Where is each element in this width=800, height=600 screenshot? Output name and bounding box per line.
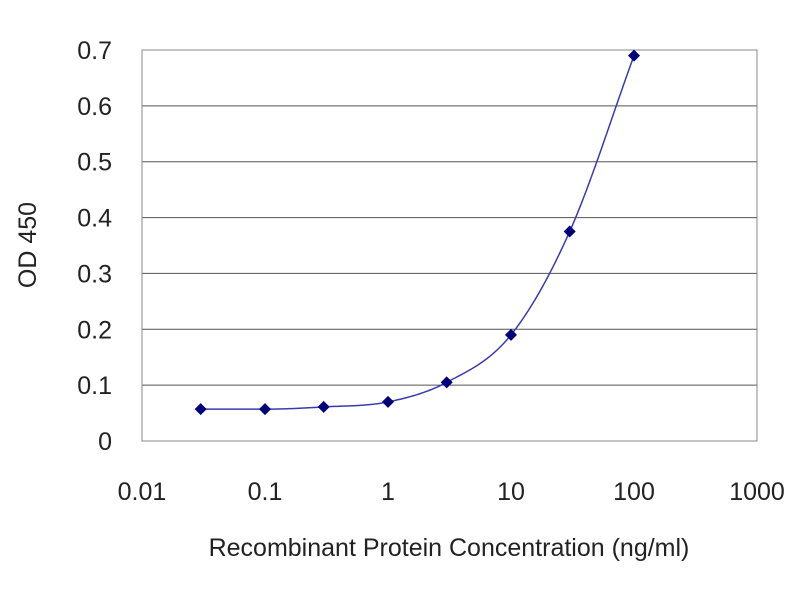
y-tick-label: 0.1 [77,372,112,400]
data-point [382,395,394,408]
x-tick-label: 100 [613,478,655,506]
data-point [259,403,271,416]
y-tick-label: 0.6 [77,93,112,121]
data-points [194,49,640,416]
data-point [317,400,330,413]
grid-lines [142,49,757,386]
data-point [440,376,453,389]
y-tick-label: 0 [98,428,112,456]
x-tick-label: 10 [497,478,525,506]
data-point [628,49,640,62]
x-tick-label: 1 [381,478,395,506]
y-tick-label: 0.2 [77,316,112,344]
y-tick-label: 0.4 [77,205,112,233]
data-point [194,403,207,416]
data-point [563,225,576,238]
x-axis-tick-labels: 0.01 0.1 1 10 100 1000 [118,478,785,506]
x-tick-label: 1000 [729,478,785,506]
y-tick-label: 0.3 [77,260,112,288]
y-axis-tick-labels: 0 0.1 0.2 0.3 0.4 0.5 0.6 0.7 [77,37,112,456]
y-axis-title: OD 450 [14,202,42,288]
x-axis-title: Recombinant Protein Concentration (ng/ml… [209,534,690,562]
fit-curve [200,55,635,410]
data-point [505,328,517,341]
x-tick-label: 0.1 [248,478,283,506]
y-tick-label: 0.5 [77,149,112,177]
x-tick-label: 0.01 [118,478,167,506]
y-tick-label: 0.7 [77,37,112,65]
plot-area-border [141,49,758,442]
